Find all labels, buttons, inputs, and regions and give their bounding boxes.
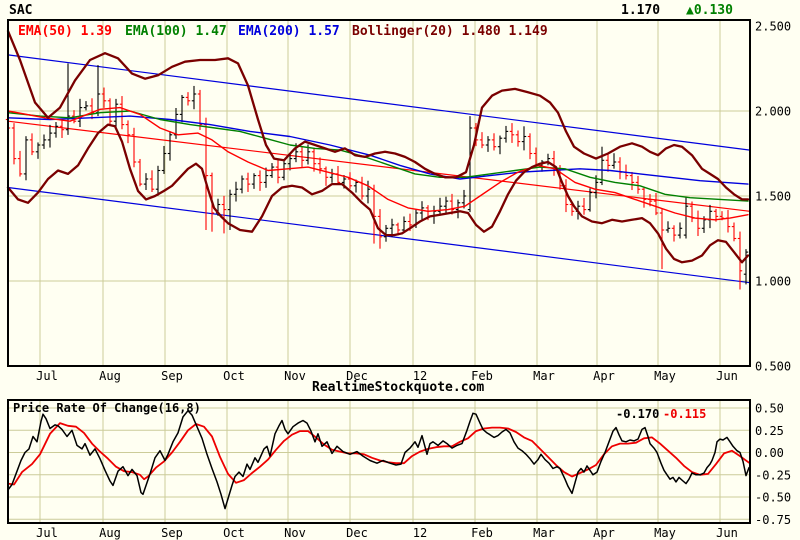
month-label-sub: Aug <box>99 526 121 540</box>
roc-value: -0.170 <box>616 407 660 421</box>
month-label-sub: Apr <box>593 526 615 540</box>
sub-y-tick-label: -0.50 <box>755 491 791 505</box>
main-y-tick-label: 2.000 <box>755 105 791 119</box>
month-label-sub: Oct <box>223 526 245 540</box>
main-panel-border <box>7 19 751 367</box>
ema200-line <box>7 115 749 185</box>
sub-y-tick-label: -0.75 <box>755 513 791 527</box>
sub-y-tick-label: -0.25 <box>755 468 791 482</box>
roc-signal-value: -0.115 <box>663 407 707 421</box>
month-label-sub: Sep <box>161 526 183 540</box>
ema100-line <box>7 110 749 202</box>
bollinger-lower-line <box>6 123 750 264</box>
last-price: 1.170 <box>621 3 661 18</box>
month-label-sub: May <box>654 526 676 540</box>
legend-ema200: EMA(200) 1.57 <box>238 24 340 39</box>
legend-ema100: EMA(100) 1.47 <box>125 24 227 39</box>
month-label-main: Dec <box>346 369 368 383</box>
upper-channel-line <box>7 54 751 151</box>
sub-y-tick-label: 0.50 <box>755 402 784 416</box>
month-label-main: Jun <box>716 369 738 383</box>
month-label-sub: Jul <box>36 526 58 540</box>
month-label-sub: Feb <box>471 526 493 540</box>
sub-y-tick-label: 0.00 <box>755 446 784 460</box>
main-y-tick-label: 2.500 <box>755 20 791 34</box>
month-label-main: Jul <box>36 369 58 383</box>
month-label-sub: Mar <box>533 526 555 540</box>
legend-bollinger: Bollinger(20) 1.480 1.149 <box>352 24 548 39</box>
month-label-main: Aug <box>99 369 121 383</box>
month-label-main: 12 <box>413 369 427 383</box>
price-change: ▲0.130 <box>686 3 733 18</box>
month-label-main: May <box>654 369 676 383</box>
sub-y-tick-label: 0.25 <box>755 424 784 438</box>
month-label-sub: Nov <box>284 526 306 540</box>
lower-channel-line <box>7 186 751 284</box>
ema50-line <box>7 106 749 221</box>
bollinger-upper-line <box>6 29 750 201</box>
legend-ema50: EMA(50) 1.39 <box>18 24 112 39</box>
month-label-main: Oct <box>223 369 245 383</box>
month-label-sub: Jun <box>716 526 738 540</box>
main-y-tick-label: 1.500 <box>755 190 791 204</box>
main-y-tick-label: 1.000 <box>755 275 791 289</box>
month-label-sub: 12 <box>413 526 427 540</box>
month-label-main: Sep <box>161 369 183 383</box>
main-y-tick-label: 0.500 <box>755 360 791 374</box>
month-label-main: Mar <box>533 369 555 383</box>
roc-line <box>7 409 750 510</box>
roc-signal-line <box>7 422 750 486</box>
symbol-label: SAC <box>9 3 33 18</box>
month-label-sub: Dec <box>346 526 368 540</box>
sub-panel-border <box>7 399 751 524</box>
month-label-main: Feb <box>471 369 493 383</box>
month-label-main: Apr <box>593 369 615 383</box>
month-label-main: Nov <box>284 369 306 383</box>
roc-title: Price Rate Of Change(16,8) <box>13 401 201 415</box>
watermark: RealtimeStockquote.com <box>312 380 485 395</box>
